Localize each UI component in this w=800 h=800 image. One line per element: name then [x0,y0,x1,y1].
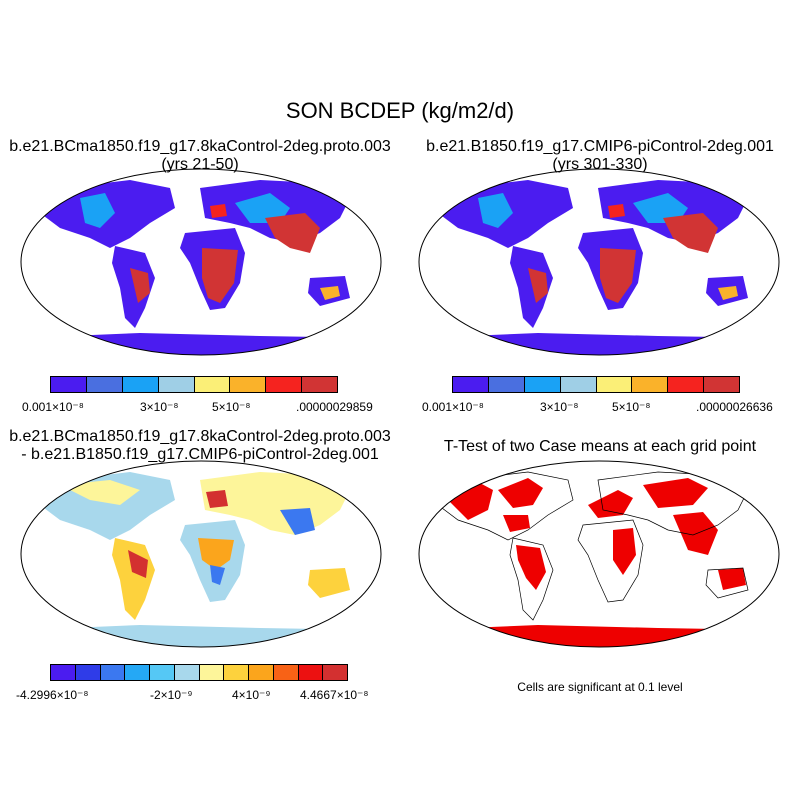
colorbar-swatch-2 [122,377,159,392]
colorbar-swatch-5 [230,377,267,392]
colorbar-swatch-7 [302,377,337,392]
cb2-label-1: 3×10⁻⁸ [540,400,579,414]
cb1-label-0: 0.001×10⁻⁸ [22,400,84,414]
panel4-title: T-Test of two Case means at each grid po… [400,438,800,456]
panel1-title: b.e21.BCma1850.f19_g17.8kaControl-2deg.p… [0,138,400,174]
panel4-title-line1: T-Test of two Case means at each grid po… [443,438,757,455]
panel3-title-line1: b.e21.BCma1850.f19_g17.8kaControl-2deg.p… [9,428,391,445]
colorbar-swatch-4 [194,377,231,392]
panel1-colorbar [50,376,338,393]
colorbar-swatch-8 [249,665,274,680]
colorbar-swatch-2 [524,377,561,392]
colorbar-swatch-0 [51,377,87,392]
colorbar-swatch-3 [125,665,150,680]
panel2-colorbar [452,376,740,393]
panel3-title: b.e21.BCma1850.f19_g17.8kaControl-2deg.p… [0,428,400,464]
colorbar-swatch-6 [668,377,705,392]
cb3-label-0: -4.2996×10⁻⁸ [16,688,89,702]
colorbar-swatch-7 [224,665,249,680]
panel2-title: b.e21.B1850.f19_g17.CMIP6-piControl-2deg… [400,138,800,174]
cb3-label-1: -2×10⁻⁹ [150,688,193,702]
panel1-map [20,168,382,356]
colorbar-swatch-6 [266,377,303,392]
panel1-title-line2: (yrs 21-50) [161,156,239,173]
cb3-label-3: 4.4667×10⁻⁸ [300,688,369,702]
panel3-map [20,460,382,648]
colorbar-swatch-2 [100,665,126,680]
colorbar-swatch-3 [158,377,195,392]
cb2-label-3: .00000026636 [696,400,773,414]
colorbar-swatch-1 [488,377,525,392]
colorbar-swatch-0 [51,665,76,680]
colorbar-swatch-5 [632,377,669,392]
cb2-label-0: 0.001×10⁻⁸ [422,400,484,414]
colorbar-swatch-4 [596,377,633,392]
panel3-title-line2: - b.e21.B1850.f19_g17.CMIP6-piControl-2d… [21,446,379,463]
cb2-label-2: 5×10⁻⁸ [612,400,651,414]
panel4-note: Cells are significant at 0.1 level [517,680,683,694]
panel2-map [418,168,780,356]
colorbar-swatch-6 [199,665,225,680]
panel4-map [418,460,780,648]
panel3-colorbar [50,664,348,681]
colorbar-swatch-4 [150,665,175,680]
panel2-title-line1: b.e21.B1850.f19_g17.CMIP6-piControl-2deg… [426,138,774,155]
colorbar-swatch-7 [704,377,739,392]
cb3-label-2: 4×10⁻⁹ [232,688,271,702]
colorbar-swatch-0 [453,377,489,392]
cb1-label-3: .00000029859 [296,400,373,414]
colorbar-swatch-1 [86,377,123,392]
panel1-title-line1: b.e21.BCma1850.f19_g17.8kaControl-2deg.p… [9,138,391,155]
cb1-label-2: 5×10⁻⁸ [212,400,251,414]
figure-title: SON BCDEP (kg/m2/d) [285,98,515,123]
panel2-title-line2: (yrs 301-330) [552,156,648,173]
colorbar-swatch-9 [273,665,299,680]
cb1-label-1: 3×10⁻⁸ [140,400,179,414]
colorbar-swatch-11 [323,665,347,680]
colorbar-swatch-3 [560,377,597,392]
colorbar-swatch-1 [75,665,101,680]
colorbar-swatch-10 [298,665,324,680]
colorbar-swatch-5 [174,665,200,680]
